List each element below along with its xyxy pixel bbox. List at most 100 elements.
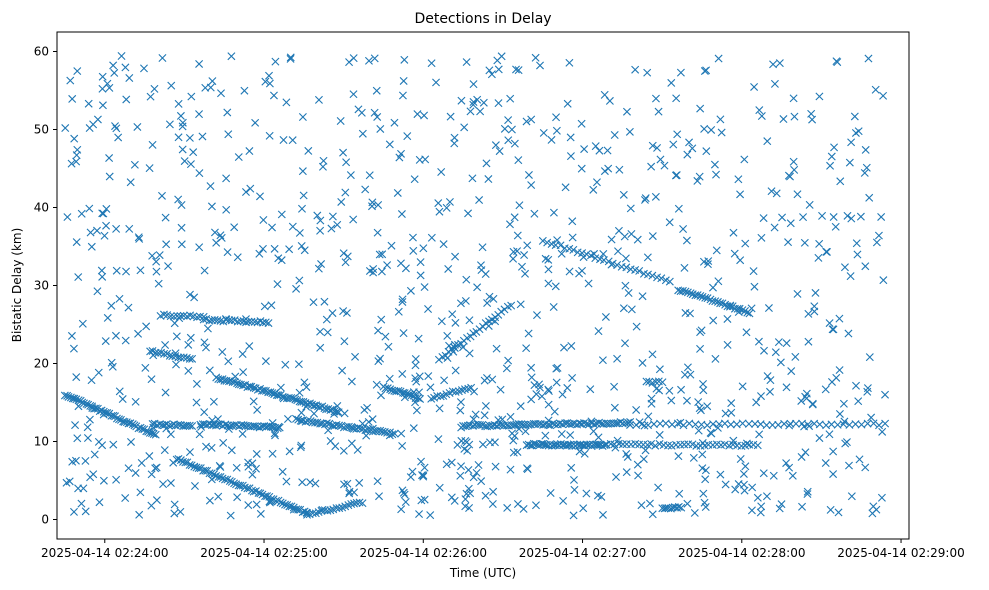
detection-marker: [89, 120, 98, 129]
detection-marker: [413, 110, 422, 119]
detection-marker: [600, 90, 609, 99]
detection-marker: [706, 428, 715, 437]
detection-marker: [171, 349, 180, 358]
detection-marker: [245, 147, 254, 156]
detection-marker: [648, 350, 657, 359]
detection-marker: [450, 340, 459, 349]
detection-marker: [195, 169, 204, 178]
detection-marker: [480, 411, 489, 420]
detection-marker: [282, 98, 291, 107]
detection-marker: [180, 157, 189, 166]
detection-marker: [815, 239, 824, 248]
detection-marker: [469, 415, 478, 424]
detection-marker: [778, 213, 787, 222]
detection-marker: [750, 82, 759, 91]
detection-marker: [394, 386, 403, 395]
detection-marker: [782, 339, 791, 348]
detection-marker: [723, 340, 732, 349]
detection-marker: [877, 493, 886, 502]
detection-marker: [300, 378, 309, 387]
detection-marker: [769, 471, 778, 480]
detection-marker: [194, 464, 203, 473]
detection-marker: [342, 308, 351, 317]
detection-marker: [412, 406, 421, 415]
detection-marker: [522, 344, 531, 353]
detection-marker: [621, 419, 630, 428]
detection-marker: [114, 133, 123, 142]
detection-marker: [548, 419, 557, 428]
detection-marker: [320, 297, 329, 306]
detection-marker: [711, 297, 720, 306]
detection-marker: [411, 354, 420, 363]
detection-marker: [731, 485, 740, 494]
detection-marker: [207, 469, 216, 478]
detection-marker: [734, 175, 743, 184]
detection-marker: [300, 246, 309, 255]
detection-marker: [268, 449, 277, 458]
detection-marker: [769, 60, 778, 69]
detection-marker: [115, 387, 124, 396]
detection-marker: [738, 382, 747, 391]
detection-marker: [136, 488, 145, 497]
detection-marker: [378, 250, 387, 259]
detection-marker: [110, 68, 119, 77]
detection-marker: [707, 125, 716, 134]
detection-marker: [558, 390, 567, 399]
detection-marker: [712, 170, 721, 179]
detection-marker: [71, 421, 80, 430]
detection-marker: [599, 249, 608, 258]
detection-marker: [541, 431, 550, 440]
detection-marker: [694, 398, 703, 407]
detection-marker: [734, 480, 743, 489]
detection-marker: [185, 421, 194, 430]
detection-marker: [224, 357, 233, 366]
detection-marker: [591, 142, 600, 151]
detection-marker: [654, 107, 663, 116]
detection-marker: [178, 145, 187, 154]
detection-marker: [484, 321, 493, 330]
detection-marker: [346, 171, 355, 180]
detection-marker: [223, 248, 232, 257]
x-tick-label: 2025-04-14 02:27:00: [519, 546, 646, 560]
detection-marker: [291, 395, 300, 404]
detection-marker: [426, 511, 435, 520]
detection-marker: [831, 222, 840, 231]
detection-marker: [654, 483, 663, 492]
detection-marker: [72, 373, 81, 382]
y-axis-title: Bistatic Delay (km): [10, 228, 24, 343]
detection-marker: [863, 419, 872, 428]
detection-marker: [567, 463, 576, 472]
detection-marker: [68, 94, 77, 103]
detection-marker: [664, 441, 672, 450]
detection-marker: [85, 204, 94, 213]
detection-marker: [469, 80, 478, 89]
detection-marker: [759, 214, 768, 223]
detection-marker: [484, 175, 493, 184]
detection-marker: [372, 86, 381, 95]
detection-marker: [532, 390, 541, 399]
detection-marker: [451, 387, 460, 396]
detection-marker: [594, 433, 603, 442]
detection-marker: [432, 78, 441, 87]
detection-marker: [212, 238, 221, 247]
detection-marker: [677, 385, 686, 394]
detection-marker: [393, 188, 402, 197]
detection-marker: [791, 352, 800, 361]
detection-marker: [700, 124, 709, 133]
detection-marker: [409, 424, 418, 433]
detection-marker: [522, 117, 531, 126]
detection-marker: [297, 408, 306, 417]
detection-marker: [510, 421, 519, 430]
detection-marker: [459, 343, 468, 352]
y-tick-label: 10: [34, 435, 49, 449]
detection-marker: [148, 251, 157, 260]
detection-marker: [105, 172, 114, 181]
detection-marker: [178, 122, 187, 131]
detection-marker: [647, 162, 656, 171]
detection-marker: [411, 374, 420, 383]
detection-marker: [115, 294, 124, 303]
detection-marker: [673, 130, 682, 139]
detection-marker: [165, 120, 174, 129]
detection-marker: [161, 388, 170, 397]
detection-marker: [373, 477, 382, 486]
